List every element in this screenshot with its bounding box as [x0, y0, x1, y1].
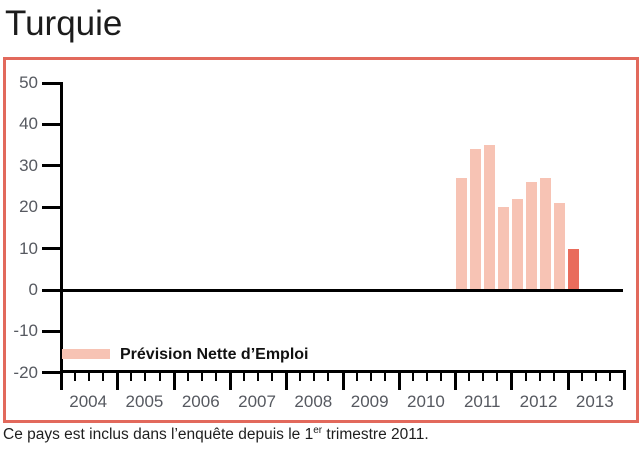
legend-label: Prévision Nette d’Emploi: [120, 346, 309, 363]
caption-text-suffix: trimestre 2011.: [322, 426, 429, 443]
chart-panel: [3, 57, 639, 423]
footnote-caption: Ce pays est inclus dans l’enquête depuis…: [3, 424, 429, 444]
caption-text-prefix: Ce pays est inclus dans l’enquête depuis…: [3, 426, 314, 443]
page-title: Turquie: [5, 4, 123, 43]
caption-superscript: er: [313, 424, 323, 436]
legend-swatch: [62, 349, 110, 359]
